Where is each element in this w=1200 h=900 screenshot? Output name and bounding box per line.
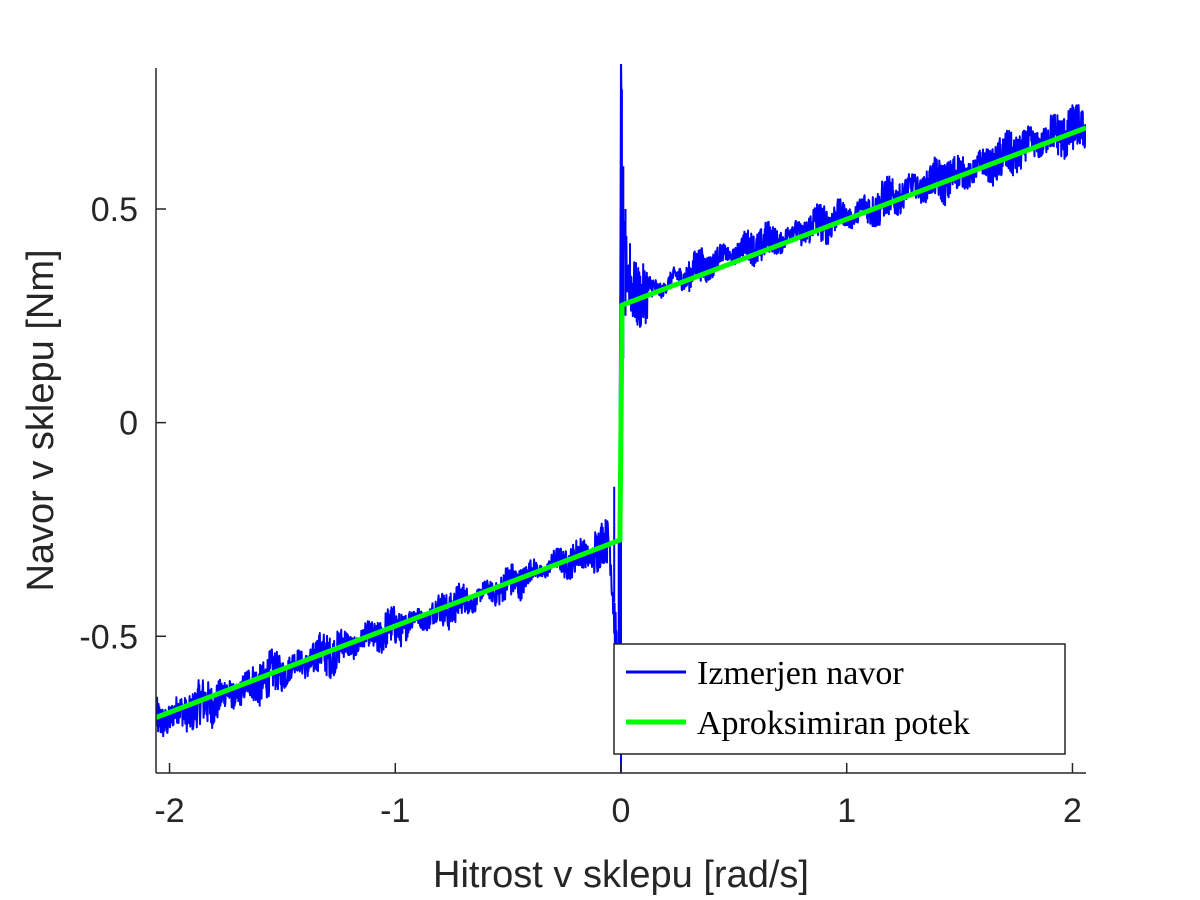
x-tick-label: -2 xyxy=(154,792,184,830)
y-axis-label: Navor v sklepu [Nm] xyxy=(20,249,62,591)
axes: -2 -1 0 1 2 -0.5 0 0.5 xyxy=(79,68,1086,830)
x-tick-label: -1 xyxy=(380,792,410,830)
legend-label-fit: Aproksimiran potek xyxy=(697,705,970,742)
x-tick-label: 0 xyxy=(612,792,631,830)
x-axis-label: Hitrost v sklepu [rad/s] xyxy=(433,854,809,896)
x-tick-label: 1 xyxy=(837,792,856,830)
series-approximated-curve xyxy=(156,125,1086,720)
y-tick-label: 0.5 xyxy=(91,191,138,229)
legend-box xyxy=(613,643,1066,755)
approximated-curve-line xyxy=(156,125,1086,720)
plot-area xyxy=(156,64,1086,773)
y-ticks: -0.5 0 0.5 xyxy=(79,191,166,656)
y-tick-label: 0 xyxy=(119,405,138,443)
legend: Izmerjen navor Aproksimiran potek xyxy=(613,643,1066,755)
legend-label-measured: Izmerjen navor xyxy=(697,655,904,692)
x-ticks: -2 -1 0 1 2 xyxy=(154,763,1082,830)
y-tick-label: -0.5 xyxy=(79,618,138,656)
x-tick-label: 2 xyxy=(1063,792,1082,830)
